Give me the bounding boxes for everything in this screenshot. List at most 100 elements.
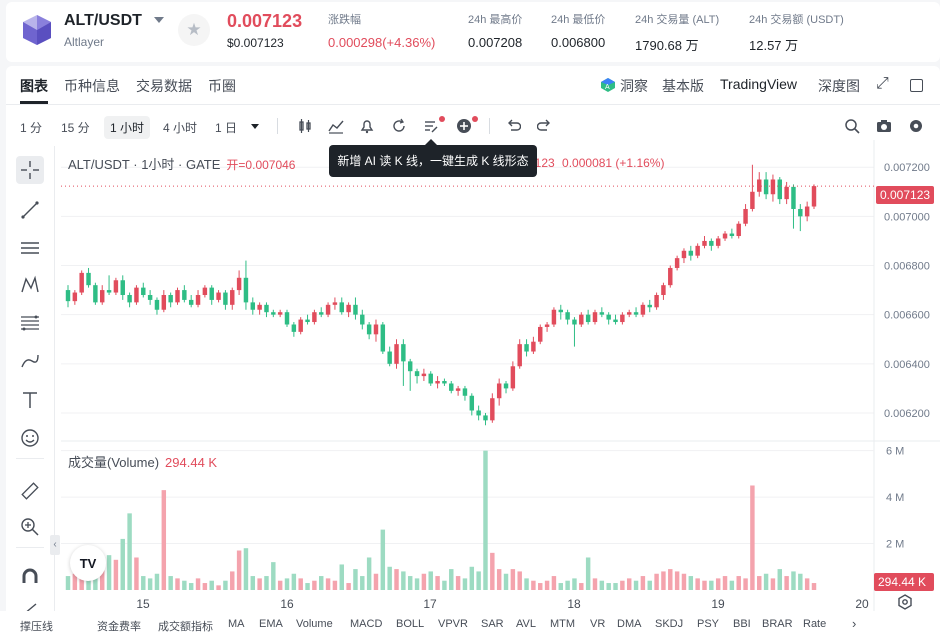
- indicators-icon[interactable]: [328, 118, 344, 134]
- tab-trade-data[interactable]: 交易数据: [136, 78, 192, 94]
- candle-body: [572, 319, 577, 325]
- chevron-down-icon[interactable]: [154, 17, 164, 23]
- basic-view-tab[interactable]: 基本版: [662, 78, 704, 94]
- volume-bar: [202, 583, 208, 590]
- candle-body: [271, 312, 276, 315]
- tab-chart[interactable]: 图表: [20, 78, 48, 94]
- volume-bar: [798, 573, 803, 590]
- fib-retracement-icon[interactable]: [16, 309, 44, 337]
- volume-bar: [674, 571, 680, 590]
- ai-kline-tooltip[interactable]: 新增 AI 读 K 线，一键生成 K 线形态: [329, 139, 537, 177]
- candle-body: [120, 280, 125, 295]
- collapse-arrow-icon[interactable]: ‹: [50, 535, 60, 555]
- zoom-in-icon[interactable]: [16, 513, 44, 541]
- indicator-8[interactable]: VPVR: [438, 618, 468, 630]
- timeframe-1m[interactable]: 1 分: [20, 121, 43, 135]
- brush-icon[interactable]: [16, 347, 44, 375]
- indicator-7[interactable]: BOLL: [396, 618, 425, 630]
- indicator-bar: 撑压线 资金费率 成交额指标 MA EMA Volume MACD BOLL VPVR SAR AV…: [0, 611, 940, 635]
- candle-body: [654, 295, 659, 308]
- volume-bar: [469, 566, 475, 590]
- volume-bar: [613, 583, 618, 590]
- indicator-2[interactable]: 成交额指标: [158, 621, 213, 633]
- pair-name[interactable]: ALT/USDT: [64, 12, 142, 29]
- candle-body: [811, 186, 817, 207]
- indicator-14[interactable]: SKDJ: [655, 618, 684, 630]
- axis-settings-icon[interactable]: [897, 594, 913, 610]
- add-indicator-icon[interactable]: [456, 118, 472, 134]
- current-volume-tag: 294.44 K: [874, 573, 934, 591]
- plot-background: [61, 140, 874, 590]
- tab-community[interactable]: 币圈: [208, 78, 236, 94]
- volume-bar: [319, 576, 324, 590]
- indicator-0[interactable]: 撑压线: [20, 621, 53, 633]
- crosshair-icon[interactable]: [16, 156, 44, 184]
- volume-bar: [626, 578, 632, 590]
- indicator-6[interactable]: MACD: [350, 618, 383, 630]
- volume-bar: [407, 576, 413, 590]
- indicator-18[interactable]: Rate: [803, 618, 827, 630]
- chevron-right-icon[interactable]: ›: [852, 616, 857, 631]
- candle-type-icon[interactable]: [297, 118, 313, 134]
- trend-line-icon[interactable]: [16, 196, 44, 224]
- volume-bar: [93, 571, 98, 590]
- volume-bar: [750, 485, 755, 590]
- chevron-down-icon[interactable]: [251, 124, 259, 129]
- timeframe-4h[interactable]: 4 小时: [163, 121, 198, 135]
- timeframe-1h[interactable]: 1 小时: [104, 116, 151, 139]
- stat-high: 24h 最高价 0.007208: [468, 11, 522, 50]
- candle-body: [428, 373, 433, 384]
- horizontal-lines-icon[interactable]: [16, 234, 44, 262]
- candle-body: [216, 292, 221, 300]
- tradingview-logo[interactable]: TV: [70, 545, 106, 581]
- volume-bar: [154, 573, 160, 590]
- indicator-12[interactable]: VR: [590, 618, 606, 630]
- indicator-17[interactable]: BRAR: [762, 618, 793, 630]
- indicator-13[interactable]: DMA: [617, 618, 642, 630]
- replay-icon[interactable]: [391, 118, 407, 134]
- volume-bar: [332, 580, 338, 590]
- camera-icon[interactable]: [876, 118, 892, 134]
- ruler-icon[interactable]: [16, 477, 44, 505]
- volume-bar: [387, 566, 392, 590]
- volume-bar: [579, 583, 584, 590]
- volume-bar: [380, 529, 386, 590]
- volume-legend: 成交量(Volume) 294.44 K: [68, 452, 217, 471]
- window-icon[interactable]: [910, 79, 923, 92]
- expand-icon[interactable]: ⤢: [876, 75, 889, 92]
- tab-coin-info[interactable]: 币种信息: [64, 78, 120, 94]
- altlayer-logo: [23, 15, 51, 45]
- volume-bar: [209, 580, 214, 590]
- volume-value: 294.44 K: [165, 455, 218, 470]
- candle-body: [517, 344, 522, 367]
- undo-icon[interactable]: [505, 118, 521, 134]
- ai-kline-icon[interactable]: [423, 118, 439, 134]
- insight-link[interactable]: 洞察: [620, 78, 648, 94]
- settings-gear-icon[interactable]: [908, 118, 924, 134]
- depth-chart-tab[interactable]: 深度图: [818, 78, 860, 94]
- indicator-11[interactable]: MTM: [550, 618, 576, 630]
- pattern-icon[interactable]: [16, 271, 44, 299]
- indicator-16[interactable]: BBI: [733, 618, 751, 630]
- indicator-15[interactable]: PSY: [697, 618, 720, 630]
- redo-icon[interactable]: [537, 118, 553, 134]
- emoji-icon[interactable]: [16, 424, 44, 452]
- legend-title: ALT/USDT · 1小时 · GATE: [68, 157, 221, 172]
- tradingview-tab[interactable]: TradingView: [720, 76, 798, 92]
- indicator-5[interactable]: Volume: [296, 618, 333, 630]
- indicator-10[interactable]: AVL: [516, 618, 536, 630]
- timeframe-15m[interactable]: 15 分: [61, 121, 90, 135]
- indicator-4[interactable]: EMA: [259, 618, 283, 630]
- search-icon[interactable]: [844, 118, 860, 134]
- toolbar-separator: [277, 118, 278, 134]
- stat-value: 0.000298(+4.36%): [328, 35, 436, 50]
- text-tool-icon[interactable]: [16, 386, 44, 414]
- magnet-icon[interactable]: [16, 563, 44, 591]
- indicator-9[interactable]: SAR: [481, 618, 504, 630]
- timeframe-1d[interactable]: 1 日: [215, 121, 238, 135]
- alert-bell-icon[interactable]: [359, 118, 375, 134]
- indicator-1[interactable]: 资金费率: [97, 621, 141, 633]
- favorite-star-icon[interactable]: ★: [178, 14, 210, 46]
- price-chart[interactable]: 0.007200 0.007000 0.006800 0.006600 0.006400…: [6, 0, 940, 611]
- indicator-3[interactable]: MA: [228, 618, 245, 630]
